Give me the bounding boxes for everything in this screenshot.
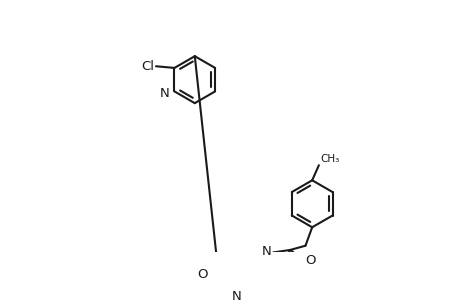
Text: CH₃: CH₃ <box>320 154 339 164</box>
Text: N: N <box>231 290 241 300</box>
Text: N: N <box>262 245 271 258</box>
Text: Cl: Cl <box>141 60 154 73</box>
Text: O: O <box>196 268 207 281</box>
Text: O: O <box>305 254 315 267</box>
Text: N: N <box>159 87 169 101</box>
